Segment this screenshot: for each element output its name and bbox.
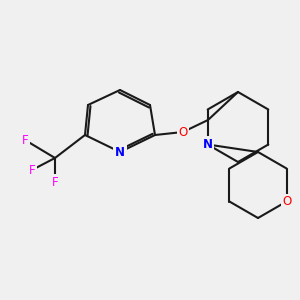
Text: N: N (115, 146, 125, 158)
Text: F: F (22, 134, 28, 146)
Text: F: F (29, 164, 35, 176)
Text: O: O (178, 125, 188, 139)
Text: O: O (282, 195, 291, 208)
Text: F: F (52, 176, 58, 188)
Text: N: N (203, 138, 213, 151)
